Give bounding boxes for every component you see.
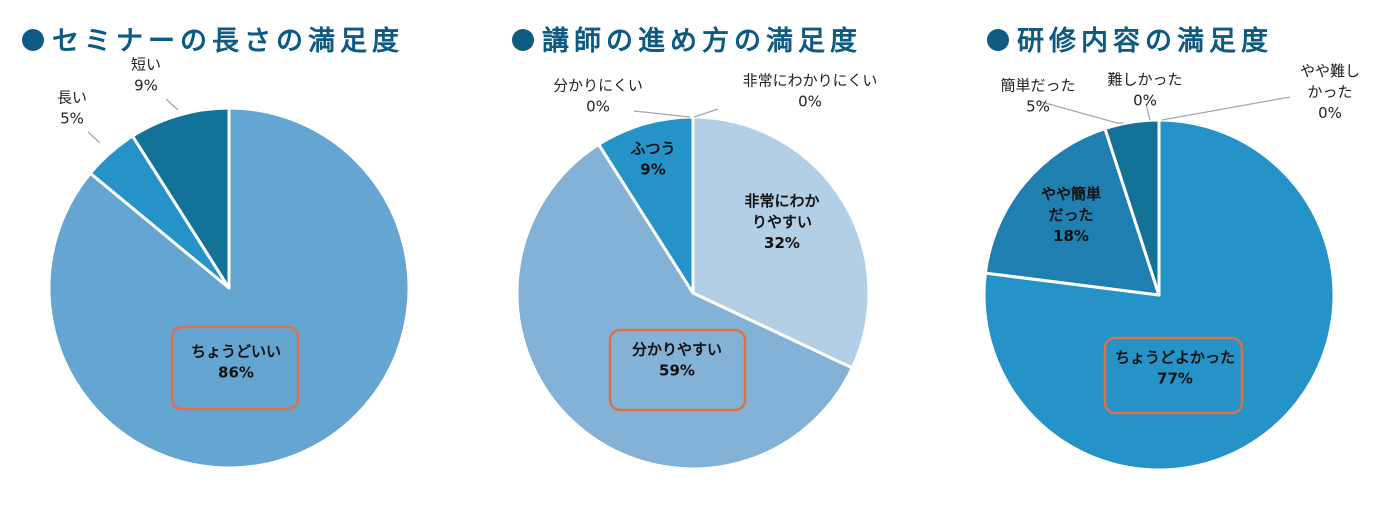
data-label: ふつう	[630, 140, 675, 158]
data-label: 5%	[1026, 98, 1050, 116]
pie-slice	[515, 142, 854, 471]
leader-line	[693, 108, 719, 118]
chart-title: 講師の進め方の満足度	[542, 25, 862, 57]
data-label: 短い	[131, 56, 161, 74]
data-label: 0%	[798, 93, 822, 111]
data-label: 分かりやすい	[632, 341, 722, 359]
data-label: 難しかった	[1107, 71, 1182, 89]
data-label: 0%	[586, 98, 610, 116]
data-label: 77%	[1157, 370, 1193, 388]
data-label: 18%	[1053, 227, 1089, 245]
leader-line	[1145, 103, 1151, 121]
leader-line	[87, 131, 101, 144]
pie-slice	[1103, 118, 1161, 297]
data-label: ちょうどよかった	[1115, 349, 1235, 367]
pie-slice	[131, 106, 231, 290]
data-label: 5%	[60, 110, 84, 128]
leader-line	[1037, 100, 1124, 124]
data-label: 59%	[659, 362, 695, 380]
leader-line	[1161, 96, 1291, 121]
data-label: りやすい	[752, 213, 812, 231]
chart-title: セミナーの長さの満足度	[52, 25, 404, 57]
highlight-box	[1103, 336, 1244, 415]
highlight-box	[608, 328, 747, 412]
data-label: だった	[1048, 206, 1093, 224]
data-label: かった	[1307, 83, 1352, 101]
data-label: 9%	[640, 161, 665, 179]
leader-line	[633, 110, 691, 118]
title-bullet-icon	[22, 29, 44, 51]
data-label: やや簡単	[1041, 185, 1101, 203]
data-label: 非常にわかりにくい	[743, 72, 878, 90]
data-label: やや難し	[1300, 62, 1360, 80]
data-label: 0%	[1133, 92, 1157, 110]
data-label: 0%	[1318, 104, 1342, 122]
data-label: 32%	[764, 234, 800, 252]
data-label: 非常にわか	[744, 192, 819, 210]
data-label: 簡単だった	[1000, 77, 1075, 95]
pie-slice	[47, 106, 411, 470]
data-label: 長い	[57, 89, 87, 107]
title-bullet-icon	[512, 29, 534, 51]
chart-title: 研修内容の満足度	[1017, 25, 1273, 57]
data-label: 9%	[134, 77, 158, 95]
highlight-box	[170, 325, 300, 411]
pie-slice	[983, 127, 1161, 297]
data-label: 分かりにくい	[553, 77, 643, 95]
data-label: ちょうどいい	[191, 343, 281, 361]
leader-line	[165, 98, 179, 111]
title-bullet-icon	[987, 29, 1009, 51]
data-label: 86%	[218, 364, 254, 382]
pie-slice	[691, 115, 871, 370]
